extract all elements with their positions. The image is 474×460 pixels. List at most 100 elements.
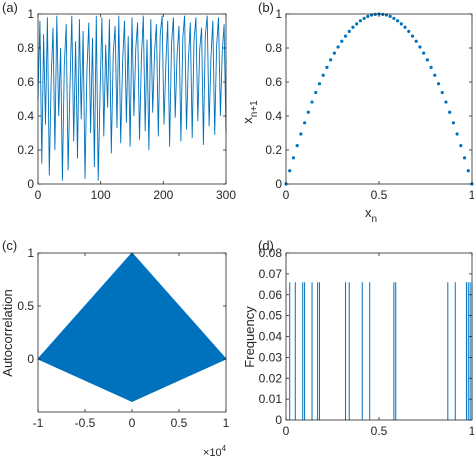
panel-c: -1 -0.5 0 0.5 1 0 0.5 1 (c) Autocorrelation ×10… bbox=[0, 238, 230, 459]
y-tick-label: 0.5 bbox=[17, 299, 34, 313]
panel-d-label: (d) bbox=[258, 238, 274, 253]
x-tick-label: 100 bbox=[91, 188, 111, 202]
scatter-point bbox=[396, 19, 400, 23]
x-tick-label: 1 bbox=[223, 416, 230, 430]
scatter-point bbox=[366, 14, 370, 18]
y-tick-label: 0 bbox=[275, 413, 282, 427]
panel-c-label: (c) bbox=[2, 238, 17, 253]
scatter-point bbox=[414, 39, 418, 43]
panel-b-axes-box bbox=[285, 13, 473, 185]
y-tick-label: 0.8 bbox=[17, 41, 34, 55]
y-tick-label: 0.4 bbox=[17, 109, 34, 123]
scatter-point bbox=[403, 25, 407, 29]
panel-c-marks bbox=[37, 252, 227, 402]
x-tick-label: -0.5 bbox=[75, 416, 96, 430]
panel-a-marks bbox=[37, 15, 227, 181]
y-tick-label: 1 bbox=[27, 246, 34, 260]
scatter-point bbox=[422, 51, 426, 55]
x-tick-label: 0.5 bbox=[371, 424, 388, 438]
scatter-point bbox=[325, 65, 329, 69]
y-tick-label: 0.03 bbox=[259, 350, 283, 364]
autocorrelation-area bbox=[37, 252, 227, 402]
panel-d-marks bbox=[289, 282, 473, 420]
scatter-point bbox=[295, 143, 299, 148]
scatter-point bbox=[291, 156, 296, 160]
panel-b-xlabel-sub: n bbox=[371, 214, 377, 225]
y-tick-label: 0.2 bbox=[265, 143, 282, 157]
scatter-point bbox=[436, 82, 441, 86]
panel-c-ylabel: Autocorrelation bbox=[0, 289, 15, 376]
panel-d-ticks: 0 0.5 1 0 0.01 0.02 0.03 0.04 0.05 0.06 0.07 0.08 bbox=[259, 246, 474, 438]
scatter-point bbox=[410, 34, 415, 38]
panel-d: 0 0.5 1 0 0.01 0.02 0.03 0.04 0.05 0.06 0.07 0.08 (… bbox=[242, 238, 474, 438]
panel-b-marks bbox=[284, 12, 474, 186]
y-tick-label: 1 bbox=[27, 7, 34, 21]
y-tick-label: 0.2 bbox=[17, 143, 34, 157]
scatter-point bbox=[340, 39, 344, 43]
x-tick-label: 0.5 bbox=[371, 188, 388, 202]
scatter-point bbox=[451, 121, 455, 125]
scatter-point bbox=[462, 156, 467, 160]
scatter-point bbox=[310, 100, 314, 104]
x-tick-label: 0 bbox=[283, 188, 290, 202]
scatter-point bbox=[288, 169, 292, 173]
scatter-point bbox=[314, 90, 318, 95]
panel-d-ylabel: Frequency bbox=[242, 306, 257, 368]
scatter-point bbox=[351, 25, 355, 29]
scatter-point bbox=[407, 29, 411, 33]
panel-c-x-multiplier: ×104 bbox=[203, 444, 227, 459]
panel-b-ylabel-main: x bbox=[240, 117, 255, 124]
x-tick-label: 1 bbox=[469, 424, 474, 438]
panel-a: 0 100 200 300 0 0.2 0.4 0.6 0.8 1 (a) bbox=[2, 0, 236, 202]
scatter-point bbox=[433, 73, 437, 77]
y-tick-label: 0.01 bbox=[259, 392, 283, 406]
scatter-point bbox=[343, 34, 348, 38]
x-tick-label: 300 bbox=[216, 188, 236, 202]
panel-b-ylabel: xn+1 bbox=[240, 100, 260, 124]
scatter-point bbox=[425, 58, 429, 62]
x-tick-label: 0 bbox=[129, 416, 136, 430]
y-tick-label: 0.05 bbox=[259, 309, 283, 323]
scatter-point bbox=[429, 65, 433, 69]
scatter-point bbox=[440, 90, 444, 95]
scatter-point bbox=[455, 132, 459, 136]
scatter-point bbox=[392, 16, 396, 21]
panel-b-xlabel-main: x bbox=[365, 205, 372, 220]
x-tick-label: 0.5 bbox=[171, 416, 188, 430]
y-tick-label: 0 bbox=[27, 352, 34, 366]
scatter-point bbox=[459, 143, 463, 148]
scatter-point bbox=[332, 51, 336, 55]
panel-b-label: (b) bbox=[258, 0, 274, 15]
panel-c-x-multiplier-exp: 4 bbox=[222, 444, 227, 453]
y-tick-label: 1 bbox=[275, 7, 282, 21]
y-tick-label: 0 bbox=[27, 177, 34, 191]
y-tick-label: 0.4 bbox=[265, 109, 282, 123]
scatter-point bbox=[336, 45, 340, 49]
y-tick-label: 0 bbox=[275, 177, 282, 191]
scatter-point bbox=[321, 73, 325, 77]
panel-a-axes-box bbox=[37, 13, 227, 185]
panel-b-xlabel: xn bbox=[365, 205, 377, 225]
scatter-point bbox=[306, 110, 310, 114]
y-tick-label: 0.6 bbox=[265, 75, 282, 89]
scatter-point bbox=[299, 132, 303, 136]
panel-a-ticks: 0 100 200 300 0 0.2 0.4 0.6 0.8 1 bbox=[17, 7, 236, 202]
y-tick-label: 0.02 bbox=[259, 371, 283, 385]
panel-b-ylabel-sub: n+1 bbox=[249, 100, 260, 117]
panel-d-axes-box bbox=[285, 252, 473, 421]
y-tick-label: 0.8 bbox=[265, 41, 282, 55]
panel-c-ticks: -1 -0.5 0 0.5 1 0 0.5 1 bbox=[17, 246, 229, 430]
scatter-point bbox=[399, 22, 403, 26]
x-tick-label: -1 bbox=[33, 416, 44, 430]
scatter-point bbox=[388, 14, 392, 18]
x-tick-label: 200 bbox=[153, 188, 173, 202]
panel-b-ticks: 0 0.5 1 0 0.2 0.4 0.6 0.8 1 bbox=[265, 7, 474, 202]
scatter-point bbox=[347, 29, 351, 33]
y-tick-label: 0.6 bbox=[17, 75, 34, 89]
scatter-point bbox=[317, 82, 322, 86]
panel-c-x-multiplier-base: ×10 bbox=[203, 447, 222, 459]
y-tick-label: 0.08 bbox=[259, 246, 283, 260]
scatter-point bbox=[418, 45, 422, 49]
scatter-point bbox=[466, 169, 470, 173]
